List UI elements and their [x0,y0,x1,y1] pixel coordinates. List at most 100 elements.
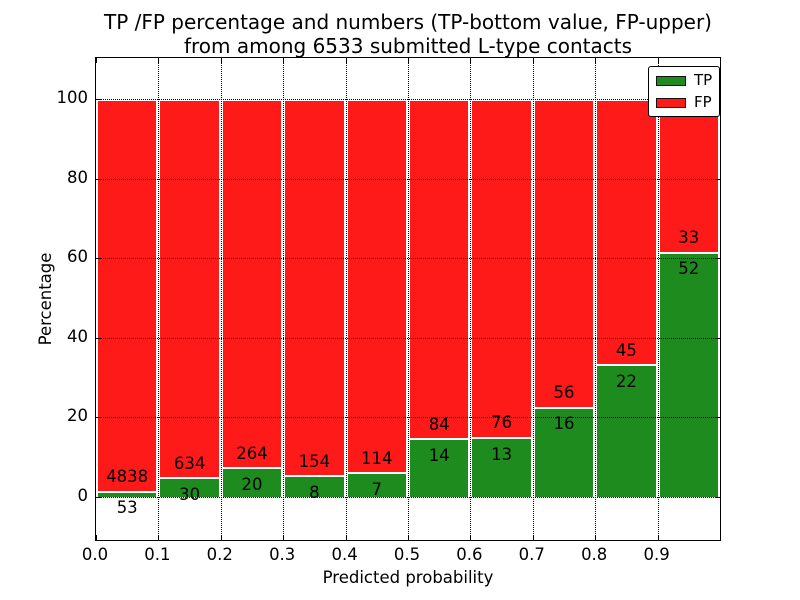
y-tick-right-60 [715,258,720,260]
y-tick-label-60: 60 [67,247,88,267]
bar-segment-tp-0.7 [532,408,596,497]
x-tick-bottom-0.2 [220,535,222,540]
x-tick-label-0.2: 0.2 [206,545,233,564]
bar-label-fp-0.1: 634 [173,453,206,473]
plot-area: 4838 53 634 30 264 20 154 8 114 7 84 14 76 13 56 16 45 22… [95,57,721,541]
legend-entry-tp: TP [656,72,712,89]
bar-label-fp-0.8: 45 [615,340,637,360]
x-tick-top-0.9 [657,58,659,63]
x-tick-label-0.6: 0.6 [456,545,483,564]
bar-segment-tp-0.0 [96,492,159,497]
y-tick-right-0 [715,497,720,498]
x-tick-bottom-0.7 [532,535,534,540]
bar-segment-fp-0.2 [220,98,284,469]
bar-label-fp-0.4: 114 [361,448,393,468]
bar-label-fp-0.9: 33 [678,228,700,248]
x-tick-label-0.7: 0.7 [518,545,545,564]
bar-label-fp-0.6: 76 [491,413,513,433]
y-tick-left-60 [96,258,101,260]
x-tick-bottom-0.1 [158,535,160,540]
bar-segment-tp-0.5 [408,440,471,497]
bar-segment-fp-0.5 [408,98,471,441]
x-tick-label-0.4: 0.4 [331,545,358,564]
x-tick-label-0.8: 0.8 [581,545,608,564]
x-tick-bottom-0.8 [595,535,597,540]
bar-label-tp-0.4: 7 [371,479,383,499]
bar-label-tp-0.8: 22 [615,371,637,391]
bar-segment-fp-0.4 [345,98,408,474]
x-tick-top-0.1 [158,58,160,63]
bar-segment-fp-0.9 [657,98,720,254]
bar-segment-tp-0.2 [220,468,284,497]
bar-label-tp-0.9: 52 [678,259,700,279]
x-tick-top-0.6 [470,58,472,63]
bar-label-tp-0.7: 16 [553,414,575,434]
x-tick-bottom-0.4 [345,535,347,540]
bar-label-fp-0.2: 264 [236,443,268,463]
y-tick-right-40 [715,337,720,339]
bar-segment-fp-0.8 [595,98,658,367]
y-tick-label-20: 20 [67,406,88,426]
chart-title-line1: TP /FP percentage and numbers (TP-bottom… [104,10,712,34]
x-tick-top-0.8 [595,58,597,63]
bar-segment-fp-0.0 [96,98,159,493]
x-tick-bottom-0.3 [283,535,285,540]
bar-label-tp-0.1: 30 [179,484,201,504]
legend-entry-fp: FP [656,94,712,111]
bar-label-fp-0.0: 4838 [106,467,149,487]
y-tick-left-40 [96,337,101,339]
x-tick-top-0.7 [532,58,534,63]
x-tick-label-0.0: 0.0 [81,545,109,564]
x-tick-label-0.1: 0.1 [144,545,171,564]
x-tick-bottom-0.0 [96,535,97,540]
bar-segment-fp-0.3 [283,98,346,478]
x-tick-label-0.3: 0.3 [269,545,296,564]
bar-segment-tp-0.9 [657,253,720,497]
y-tick-label-0: 0 [77,486,89,505]
legend: TP FP [648,66,721,117]
bar-segment-tp-0.1 [158,479,221,497]
bar-segment-fp-0.1 [158,98,221,480]
x-tick-top-0.3 [283,58,285,63]
bar-segment-tp-0.4 [345,473,408,497]
x-tick-top-0.0 [96,58,97,63]
bar-label-tp-0.2: 20 [241,474,263,494]
bar-segment-fp-0.6 [470,98,533,439]
x-tick-top-0.5 [408,58,409,63]
chart-title-line2: from among 6533 submitted L-type contact… [183,34,633,58]
y-tick-right-80 [715,178,720,180]
bar-segment-tp-0.8 [595,366,658,497]
y-tick-left-0 [96,497,101,498]
x-axis-label: Predicted probability [322,568,494,587]
legend-swatch-fp [656,97,686,108]
bar-segment-tp-0.6 [470,438,533,497]
x-tick-bottom-0.6 [470,535,472,540]
x-tick-bottom-0.9 [657,535,659,540]
x-tick-label-0.9: 0.9 [643,545,670,564]
y-tick-right-20 [715,417,720,419]
bar-label-fp-0.5: 84 [428,414,450,434]
y-axis-label: Percentage [36,252,55,346]
x-tick-bottom-0.5 [408,535,409,540]
x-tick-label-0.5: 0.5 [393,545,421,564]
bar-label-fp-0.3: 154 [298,451,331,471]
bar-label-fp-0.7: 56 [553,383,575,403]
bar-label-tp-0.0: 53 [116,498,138,518]
bar-segment-tp-0.3 [283,477,346,497]
legend-label-fp: FP [694,93,712,111]
y-tick-left-20 [96,417,101,419]
bar-segment-fp-0.7 [532,98,596,409]
y-tick-left-80 [96,178,101,180]
x-tick-top-0.4 [345,58,347,63]
y-tick-left-100 [96,98,101,100]
x-tick-top-0.2 [220,58,222,63]
bar-label-tp-0.3: 8 [309,482,320,502]
y-tick-label-40: 40 [67,326,88,346]
bar-label-tp-0.6: 13 [491,444,513,464]
legend-swatch-tp [656,75,686,86]
bar-label-tp-0.5: 14 [428,445,450,465]
y-tick-label-80: 80 [67,167,88,187]
y-tick-label-100: 100 [56,87,89,107]
legend-label-tp: TP [694,71,713,89]
